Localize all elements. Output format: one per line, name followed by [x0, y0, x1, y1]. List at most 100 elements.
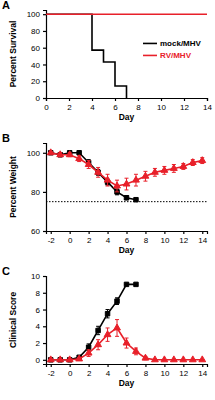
- tick-mark: [43, 276, 46, 277]
- series-line: [51, 328, 203, 360]
- panel-label: C: [2, 265, 10, 277]
- axis-line: [47, 232, 208, 235]
- tick: 12: [180, 98, 189, 112]
- marker: [180, 163, 187, 169]
- marker: [115, 299, 119, 303]
- tick-label: 40: [31, 61, 40, 70]
- marker: [189, 356, 196, 362]
- tick-label: 0: [68, 369, 73, 378]
- tick: 8: [136, 98, 141, 112]
- tick: 60: [31, 44, 46, 53]
- marker: [104, 176, 111, 182]
- tick-label: 14: [203, 103, 212, 112]
- marker: [76, 355, 83, 361]
- marker: [161, 356, 168, 362]
- legend-label: mock/MHV: [160, 39, 202, 48]
- marker: [47, 356, 54, 362]
- tick-mark: [207, 98, 208, 101]
- tick-label: 6: [125, 369, 130, 378]
- tick: 2: [36, 339, 46, 348]
- tick: 20: [31, 77, 46, 86]
- marker: [142, 354, 149, 360]
- tick: -2: [48, 231, 56, 245]
- tick: 0: [36, 94, 46, 103]
- marker: [85, 161, 92, 167]
- tick: 4: [106, 231, 111, 245]
- marker: [104, 331, 111, 337]
- tick-mark: [43, 326, 46, 327]
- tick-label: 12: [180, 103, 189, 112]
- tick: 6: [125, 231, 130, 245]
- tick: 10: [160, 231, 169, 245]
- marker: [114, 324, 121, 330]
- tick-mark: [43, 231, 46, 232]
- tick: 4: [36, 322, 46, 331]
- tick-mark: [202, 364, 203, 367]
- error-bar: [106, 310, 110, 318]
- tick-label: 4: [106, 369, 111, 378]
- tick-mark: [43, 98, 46, 99]
- y-axis: 0 20 40 60 80 100: [27, 10, 47, 103]
- tick-mark: [145, 231, 146, 234]
- tick: 10: [157, 98, 166, 112]
- tick: 8: [144, 231, 149, 245]
- x-axis: 02468101214: [44, 98, 212, 112]
- tick-label: 100: [27, 10, 41, 19]
- panel: -2024681012146080100BDayPercent Weight: [2, 132, 208, 255]
- tick: 100: [27, 10, 46, 19]
- tick: 12: [179, 364, 188, 378]
- marker: [134, 197, 138, 201]
- tick-label: 60: [31, 44, 40, 53]
- tick-mark: [183, 364, 184, 367]
- series-line: [46, 13, 207, 15]
- series-line: [46, 14, 127, 98]
- tick-label: 80: [31, 27, 40, 36]
- tick-label: 12: [179, 369, 188, 378]
- tick-label: 10: [160, 369, 169, 378]
- tick-label: 14: [198, 369, 207, 378]
- tick: 2: [87, 231, 92, 245]
- tick-label: 8: [36, 289, 41, 298]
- tick-label: 14: [198, 236, 207, 245]
- tick-mark: [43, 192, 46, 193]
- panel: 02468101214020406080100ADayPercent Survi…: [2, 0, 212, 122]
- tick-mark: [43, 293, 46, 294]
- marker: [189, 159, 196, 165]
- tick: 4: [90, 98, 95, 112]
- marker: [170, 164, 177, 170]
- error-bar: [125, 196, 129, 200]
- x-axis-title: Day: [119, 245, 135, 255]
- tick-label: -2: [48, 236, 56, 245]
- tick-label: 8: [144, 236, 149, 245]
- tick-mark: [69, 98, 70, 101]
- marker: [66, 356, 73, 362]
- tick-label: 6: [113, 103, 118, 112]
- tick-label: 10: [160, 236, 169, 245]
- panel-label: B: [2, 132, 10, 144]
- marker: [105, 311, 109, 315]
- tick-label: 8: [136, 103, 141, 112]
- series-line: [51, 153, 203, 186]
- tick-mark: [43, 14, 46, 15]
- tick-mark: [89, 231, 90, 234]
- marker: [95, 168, 102, 174]
- tick-label: 0: [36, 94, 41, 103]
- tick: 10: [160, 364, 169, 378]
- y-axis-title: Percent Survival: [8, 21, 18, 88]
- tick: 14: [198, 364, 207, 378]
- tick-label: -2: [48, 369, 56, 378]
- tick-label: 2: [36, 339, 41, 348]
- axis-line: [43, 11, 47, 99]
- tick: 2: [67, 98, 72, 112]
- marker: [142, 172, 149, 178]
- tick-mark: [43, 343, 46, 344]
- tick-mark: [43, 48, 46, 49]
- y-axis-title: Clinical Score: [8, 292, 18, 348]
- figure: 02468101214020406080100ADayPercent Survi…: [0, 0, 215, 400]
- tick: 0: [68, 364, 73, 378]
- marker: [161, 166, 168, 172]
- tick-label: 6: [125, 236, 130, 245]
- marker: [57, 151, 64, 157]
- tick: 80: [31, 188, 46, 197]
- tick-label: 6: [36, 306, 41, 315]
